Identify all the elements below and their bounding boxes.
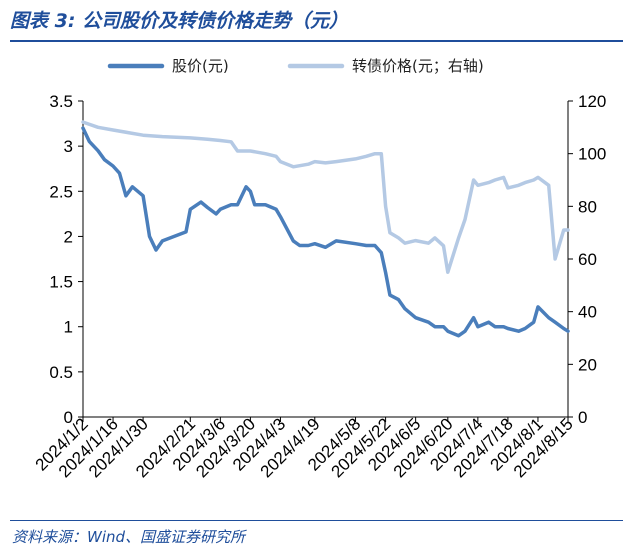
stock-price-line	[81, 126, 570, 338]
chart-title: 图表 3: 公司股价及转债价格走势（元）	[10, 10, 349, 32]
legend-label: 股价(元)	[172, 57, 229, 75]
y-right-tick-label: 20	[578, 355, 597, 374]
y-left-tick-label: 3.5	[49, 92, 73, 111]
y-left-tick-label: 2.5	[49, 182, 73, 201]
legend: 股价(元) 转债价格(元；右轴)	[107, 57, 484, 75]
y-right-tick-label: 80	[578, 197, 597, 216]
x-axis-labels: 2024/1/22024/1/162024/1/302024/2/212024/…	[32, 414, 577, 481]
bond-price-line	[81, 120, 570, 274]
source-note: 资料来源：Wind、国盛证券研究所	[12, 528, 246, 546]
y-right-tick-label: 0	[578, 408, 587, 427]
y-left-tick-label: 2	[64, 227, 73, 246]
y-left-tick-label: 0.5	[49, 363, 73, 382]
y-right-tick-label: 100	[578, 145, 606, 164]
footer-rule	[10, 520, 623, 521]
y-right-tick-label: 40	[578, 303, 597, 322]
axes: 0 0.5 1 1.5 2 2.5 3 3.5 0 20 40 60 80 100 120	[49, 92, 606, 427]
y-left-tick-label: 1.5	[49, 273, 73, 292]
title-rule	[10, 40, 623, 42]
y-left-tick-label: 1	[64, 318, 73, 337]
legend-label: 转债价格(元；右轴)	[352, 57, 484, 75]
y-left-tick-label: 3	[64, 137, 73, 156]
chart-svg: 股价(元) 转债价格(元；右轴) 0 0.5 1 1.5 2 2.5 3 3.5 0 20 40 60 8…	[32, 57, 607, 481]
y-right-tick-label: 120	[578, 92, 606, 111]
series-group	[81, 120, 570, 338]
y-left-tick-label: 0	[64, 408, 73, 427]
y-right-tick-label: 60	[578, 250, 597, 269]
